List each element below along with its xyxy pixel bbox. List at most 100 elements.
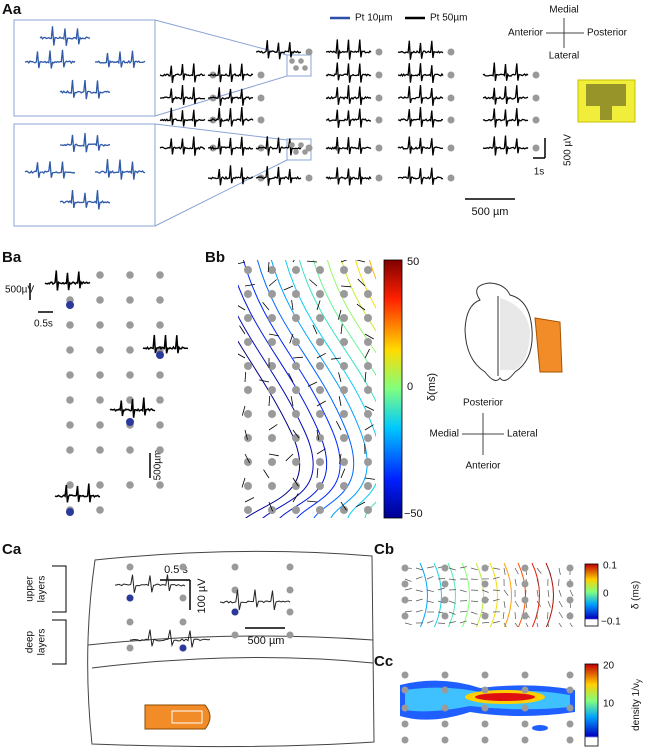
arrow [448, 567, 456, 571]
electrode [441, 686, 449, 694]
zoom-box [286, 54, 312, 77]
colorbar-tick: −0.1 [601, 617, 621, 628]
electrode [375, 144, 383, 152]
trace [397, 166, 444, 185]
contour [284, 260, 376, 518]
arrow [514, 622, 519, 627]
arrow [364, 405, 375, 411]
compass: Posterior Medial Lateral Anterior [430, 398, 538, 472]
arrow [558, 611, 563, 619]
electrode [298, 142, 304, 148]
arrow [547, 600, 551, 608]
electrode [340, 266, 348, 274]
electrode [521, 580, 529, 588]
trace [207, 165, 254, 186]
electrode [156, 351, 164, 359]
arrow [238, 305, 246, 311]
arrow [492, 567, 500, 570]
contour [270, 260, 368, 518]
arrow [292, 493, 299, 503]
trace [94, 159, 146, 180]
electrode [292, 482, 300, 490]
arrow [481, 622, 490, 624]
arrow [338, 309, 342, 320]
arrow [514, 611, 516, 620]
arrow [355, 260, 366, 263]
compass-label: Anterior [508, 28, 544, 39]
arrow [492, 576, 500, 580]
contour [461, 563, 470, 627]
brain-schematic [464, 282, 563, 381]
electrode [302, 65, 308, 71]
electrode [257, 116, 265, 124]
arrow [263, 469, 270, 479]
scale-label: 0.5s [34, 319, 53, 330]
electrode [532, 71, 540, 79]
trace [207, 136, 254, 156]
panel-label: Ca [2, 541, 22, 558]
connector [154, 75, 288, 117]
trace [59, 132, 110, 153]
arrow [340, 285, 352, 288]
compass-label: Anterior [465, 461, 501, 472]
arrow [364, 371, 367, 383]
electrode [441, 580, 449, 588]
electrode [364, 482, 372, 490]
electrode [340, 482, 348, 490]
trace [255, 136, 302, 156]
electrode [481, 686, 489, 694]
electrode [566, 612, 574, 620]
electrode [401, 564, 409, 572]
electrode [441, 736, 449, 744]
panel-label: Ba [2, 249, 22, 266]
density-field [400, 671, 575, 744]
electrode [156, 421, 164, 429]
contour [503, 563, 512, 627]
contour [242, 260, 341, 518]
electrode [156, 296, 164, 304]
arrow [470, 567, 478, 571]
colorbar-tick: −50 [404, 508, 423, 520]
trace [39, 26, 91, 46]
electrode [401, 596, 409, 604]
scale-label: 500µm [153, 450, 164, 481]
contour-field [238, 260, 376, 518]
electrode [340, 314, 348, 322]
arrow [525, 622, 529, 627]
electrode [96, 396, 104, 404]
trace [326, 108, 372, 128]
electrode [316, 338, 324, 346]
electrode [126, 371, 134, 379]
electrode [268, 290, 276, 298]
arrow [238, 353, 246, 359]
electrode [364, 362, 372, 370]
electrode [286, 631, 294, 639]
colorbar-label-subscript: y [634, 679, 643, 683]
panel-label: Cc [374, 653, 393, 670]
electrode [481, 580, 489, 588]
contour [369, 260, 376, 281]
arrow [285, 453, 294, 462]
electrode [441, 704, 449, 712]
connector [154, 19, 288, 56]
electrode [244, 482, 252, 490]
colorbar-label: δ(ms) [426, 373, 438, 401]
layer-label: deep [25, 630, 36, 653]
arrow [558, 567, 561, 575]
scale-label: 100 µV [196, 578, 208, 614]
arrow [268, 453, 279, 457]
electrode [268, 410, 276, 418]
electrode [179, 594, 187, 602]
arrow [259, 379, 270, 383]
electrode [364, 314, 372, 322]
trace [24, 161, 76, 179]
arrow [340, 260, 348, 263]
arrow [502, 611, 505, 619]
trace [482, 135, 529, 156]
arrow [547, 611, 549, 620]
arrow [307, 381, 318, 387]
electrode [566, 596, 574, 604]
density [532, 725, 548, 731]
arrow [470, 578, 479, 581]
